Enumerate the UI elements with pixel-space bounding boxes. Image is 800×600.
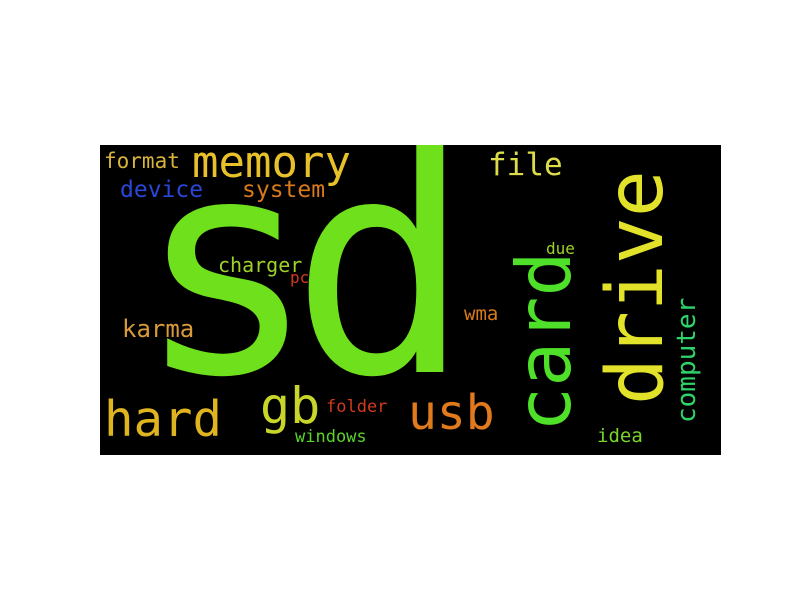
word-pc: pc <box>290 268 310 287</box>
word-cloud: sd memory format device system file char… <box>100 145 721 455</box>
word-charger: charger <box>218 253 303 277</box>
word-wma: wma <box>464 303 499 325</box>
word-hard: hard <box>104 391 223 448</box>
word-windows: windows <box>295 427 367 447</box>
word-gb: gb <box>260 377 321 435</box>
word-computer: computer <box>672 297 702 423</box>
word-device: device <box>120 177 204 203</box>
word-drive: drive <box>591 170 681 405</box>
word-folder: folder <box>326 397 388 417</box>
word-usb: usb <box>408 385 495 441</box>
word-memory: memory <box>192 145 351 188</box>
word-card: card <box>500 251 588 432</box>
word-sd: sd <box>136 145 471 443</box>
word-system: system <box>242 177 326 203</box>
word-karma: karma <box>122 315 195 343</box>
word-format: format <box>104 149 180 173</box>
word-file: file <box>488 147 563 183</box>
word-due: due <box>546 239 575 258</box>
word-idea: idea <box>597 425 643 447</box>
